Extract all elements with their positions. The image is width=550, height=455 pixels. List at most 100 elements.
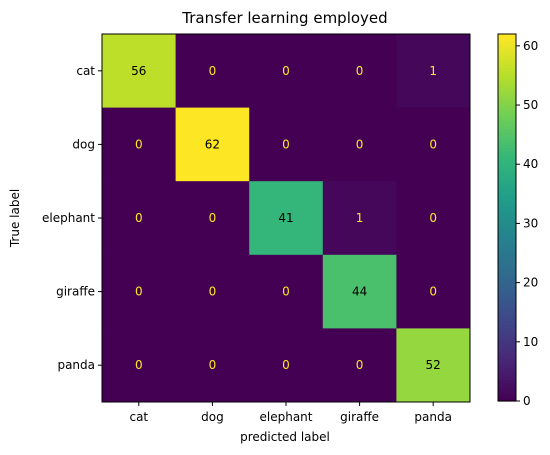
cell-value-label: 0 xyxy=(135,358,143,372)
colorbar-segment xyxy=(498,202,516,206)
colorbar-segment xyxy=(498,385,516,390)
colorbar-segment xyxy=(498,352,516,356)
colorbar-segment xyxy=(498,394,516,399)
cell-value-label: 0 xyxy=(282,358,290,372)
colorbar-segment xyxy=(498,223,516,228)
colorbar-segment xyxy=(498,269,516,274)
colorbar-segment xyxy=(498,116,516,121)
heatmap-cell xyxy=(322,107,397,182)
colorbar-segment xyxy=(498,248,516,252)
colorbar-segment xyxy=(498,241,516,246)
cell-value-label: 0 xyxy=(282,137,290,151)
colorbar-segment xyxy=(498,388,516,393)
colorbar-segment xyxy=(498,193,516,197)
cell-value-label: 1 xyxy=(356,211,364,225)
heatmap-cell xyxy=(322,254,397,329)
colorbar-segment xyxy=(498,303,516,307)
y-axis-label: True label xyxy=(8,189,22,248)
colorbar-segment xyxy=(498,293,516,298)
colorbar-segment xyxy=(498,180,516,185)
y-tick-label: dog xyxy=(72,137,95,151)
colorbar-segment xyxy=(498,373,516,378)
colorbar-segment xyxy=(498,318,516,323)
colorbar-segment xyxy=(498,64,516,69)
colorbar-segment xyxy=(498,76,516,81)
colorbar-segment xyxy=(498,336,516,341)
colorbar-tick-label: 10 xyxy=(523,335,538,349)
colorbar-tick-label: 40 xyxy=(523,157,538,171)
colorbar-segment xyxy=(498,162,516,167)
colorbar-segment xyxy=(498,263,516,268)
colorbar-segment xyxy=(498,397,516,402)
colorbar-segment xyxy=(498,364,516,368)
colorbar-segment xyxy=(498,287,516,292)
heatmap-cells xyxy=(102,34,471,403)
colorbar-segment xyxy=(498,251,516,255)
colorbar-tick-label: 0 xyxy=(523,394,531,408)
colorbar-segment xyxy=(498,379,516,384)
cell-value-labels: 56 0 0 0 1 0 62 0 0 0 0 0 41 1 0 0 0 0 44 0 0 0 0 0 52 xyxy=(131,64,441,372)
colorbar-segment xyxy=(498,49,516,53)
colorbar-segment xyxy=(498,104,516,108)
heatmap-cell xyxy=(396,107,471,182)
colorbar-segment xyxy=(498,355,516,359)
heatmap-cell xyxy=(102,328,177,403)
cell-value-label: 0 xyxy=(356,137,364,151)
colorbar-segment xyxy=(498,156,516,160)
cell-value-label: 0 xyxy=(282,285,290,299)
colorbar-segment xyxy=(498,92,516,96)
x-axis-label: predicted label xyxy=(240,430,330,444)
colorbar-segment xyxy=(498,376,516,381)
colorbar-segment xyxy=(498,95,516,99)
cell-value-label: 0 xyxy=(209,211,217,225)
cell-value-label: 0 xyxy=(429,285,437,299)
colorbar-segment xyxy=(498,339,516,344)
y-tick-label: panda xyxy=(57,358,95,372)
heatmap-cell xyxy=(396,328,471,403)
colorbar-segment xyxy=(498,235,516,240)
cell-value-label: 44 xyxy=(352,285,367,299)
colorbar-segment xyxy=(498,214,516,219)
colorbar-segment xyxy=(498,110,516,115)
cell-value-label: 56 xyxy=(131,64,146,78)
x-tick-label: giraffe xyxy=(340,410,379,424)
heatmap-cell xyxy=(249,107,324,182)
colorbar-segment xyxy=(498,144,516,148)
cell-value-label: 0 xyxy=(209,358,217,372)
heatmap-cell xyxy=(175,107,250,182)
colorbar-segment xyxy=(498,79,516,84)
heatmap-cell xyxy=(102,34,177,109)
y-axis-ticks: cat dog elephant giraffe panda xyxy=(42,64,102,372)
colorbar-segment xyxy=(498,85,516,90)
colorbar-segment xyxy=(498,159,516,164)
heatmap-cell xyxy=(175,34,250,109)
cell-value-label: 62 xyxy=(205,137,220,151)
colorbar-segment xyxy=(498,260,516,264)
colorbar-segment xyxy=(498,370,516,375)
colorbar-segment xyxy=(498,315,516,320)
colorbar-segment xyxy=(498,153,516,157)
colorbar-tick-label: 50 xyxy=(523,98,538,112)
colorbar-segment xyxy=(498,141,516,145)
cell-value-label: 0 xyxy=(429,211,437,225)
colorbar-segment xyxy=(498,67,516,72)
colorbar-segment xyxy=(498,177,516,182)
x-tick-label: cat xyxy=(129,410,148,424)
heatmap-cell xyxy=(249,254,324,329)
heatmap-cell xyxy=(102,107,177,182)
colorbar-segment xyxy=(498,284,516,289)
heatmap-cell xyxy=(322,34,397,109)
colorbar-segment xyxy=(498,391,516,396)
colorbar-segment xyxy=(498,275,516,280)
colorbar-segment xyxy=(498,220,516,225)
colorbar-segment xyxy=(498,113,516,118)
colorbar-tick-label: 60 xyxy=(523,39,538,53)
colorbar-segment xyxy=(498,119,516,124)
colorbar-segment xyxy=(498,324,516,329)
colorbar-segment xyxy=(498,82,516,87)
y-tick-label: giraffe xyxy=(56,285,95,299)
colorbar-segment xyxy=(498,40,516,44)
colorbar-segment xyxy=(498,70,516,75)
cell-value-label: 0 xyxy=(209,285,217,299)
